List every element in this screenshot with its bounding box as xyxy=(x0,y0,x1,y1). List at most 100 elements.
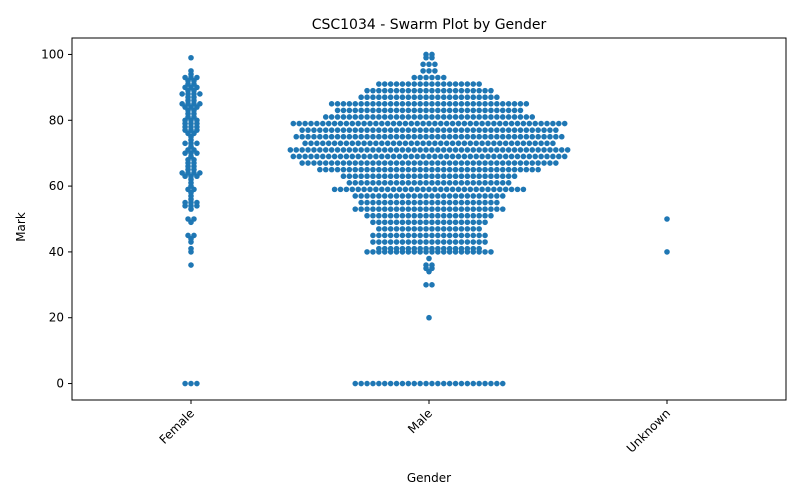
swarm-point xyxy=(505,127,512,133)
swarm-point xyxy=(364,206,370,212)
swarm-point xyxy=(476,199,482,206)
swarm-point xyxy=(420,140,426,147)
swarm-point xyxy=(352,107,359,114)
swarm-point xyxy=(446,232,453,239)
swarm-point xyxy=(538,153,544,160)
swarm-point xyxy=(379,140,385,147)
swarm-point xyxy=(482,114,488,120)
swarm-point xyxy=(417,380,423,387)
y-tick-label: 40 xyxy=(49,245,64,259)
swarm-point xyxy=(331,140,338,147)
swarm-point xyxy=(473,153,480,160)
swarm-point xyxy=(476,239,482,245)
swarm-point xyxy=(352,114,359,120)
swarm-point xyxy=(346,147,353,153)
swarm-point xyxy=(488,147,494,153)
swarm-point xyxy=(384,140,391,147)
swarm-point xyxy=(405,160,412,166)
swarm-point xyxy=(417,81,423,87)
swarm-point xyxy=(379,153,385,160)
swarm-point xyxy=(446,239,453,245)
swarm-point xyxy=(376,232,382,239)
swarm-point xyxy=(399,114,406,120)
swarm-point xyxy=(458,133,465,140)
swarm-point xyxy=(379,120,385,127)
swarm-point xyxy=(320,153,326,160)
swarm-point xyxy=(464,160,471,166)
swarm-point xyxy=(352,380,359,387)
swarm-point xyxy=(393,232,400,239)
swarm-point xyxy=(399,180,406,186)
swarm-point xyxy=(458,173,465,180)
swarm-point xyxy=(470,101,477,107)
swarm-point xyxy=(429,262,435,268)
swarm-point xyxy=(511,147,518,153)
swarm-point xyxy=(194,140,200,147)
swarm-point xyxy=(355,153,362,160)
swarm-point xyxy=(197,91,203,97)
swarm-point xyxy=(411,147,418,153)
swarm-point xyxy=(426,140,432,147)
swarm-point xyxy=(370,173,376,180)
swarm-point xyxy=(373,186,379,193)
swarm-point xyxy=(358,180,364,186)
swarm-point xyxy=(364,380,370,387)
swarm-point xyxy=(381,101,388,107)
y-tick-label: 20 xyxy=(49,311,64,325)
swarm-point xyxy=(376,127,382,133)
swarm-point xyxy=(364,173,370,180)
swarm-point xyxy=(399,380,406,387)
swarm-point xyxy=(449,120,456,127)
swarm-point xyxy=(429,226,435,232)
swarm-point xyxy=(417,232,423,239)
swarm-point xyxy=(411,239,418,245)
swarm-point xyxy=(426,186,432,193)
swarm-point xyxy=(473,140,480,147)
swarm-point xyxy=(381,245,388,252)
swarm-point xyxy=(517,114,524,120)
swarm-point xyxy=(399,107,406,114)
swarm-point xyxy=(405,81,412,87)
swarm-point xyxy=(411,180,418,186)
swarm-point xyxy=(358,380,364,387)
swarm-point xyxy=(352,147,359,153)
swarm-point xyxy=(411,226,418,232)
swarm-point xyxy=(191,216,197,222)
swarm-point xyxy=(464,206,471,212)
swarm-point xyxy=(346,101,353,107)
swarm-point xyxy=(446,180,453,186)
swarm-point xyxy=(476,107,482,114)
swarm-point xyxy=(514,140,521,147)
swarm-point xyxy=(420,186,426,193)
swarm-point xyxy=(352,166,359,173)
swarm-point xyxy=(470,147,477,153)
swarm-point xyxy=(440,180,447,186)
swarm-point xyxy=(520,186,527,193)
swarm-point xyxy=(488,380,494,387)
swarm-point xyxy=(405,173,412,180)
swarm-point xyxy=(390,153,397,160)
swarm-point xyxy=(376,133,382,140)
swarm-point xyxy=(393,166,400,173)
swarm-point xyxy=(405,94,412,101)
swarm-point xyxy=(349,153,356,160)
swarm-point xyxy=(376,239,382,245)
swarm-point xyxy=(464,87,471,94)
swarm-point xyxy=(322,147,329,153)
swarm-point xyxy=(296,153,303,160)
swarm-point xyxy=(482,249,488,255)
swarm-point xyxy=(393,180,400,186)
swarm-point xyxy=(499,380,506,387)
swarm-point xyxy=(467,140,474,147)
swarm-point xyxy=(381,232,388,239)
swarm-point xyxy=(376,199,382,206)
swarm-point xyxy=(488,127,494,133)
swarm-point xyxy=(317,133,323,140)
swarm-point xyxy=(464,166,471,173)
swarm-point xyxy=(325,153,332,160)
swarm-point xyxy=(499,133,506,140)
swarm-point xyxy=(446,199,453,206)
swarm-point xyxy=(337,153,344,160)
swarm-point xyxy=(423,206,429,212)
swarm-point xyxy=(482,219,488,226)
